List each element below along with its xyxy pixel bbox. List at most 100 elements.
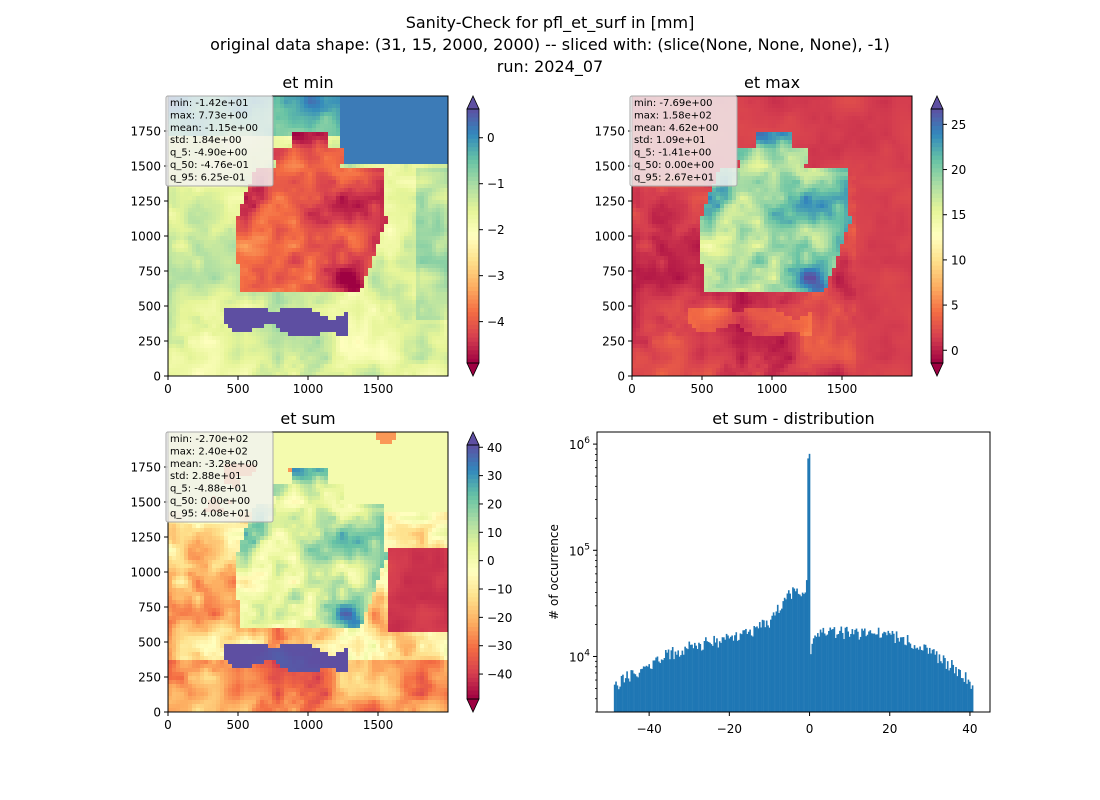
map-pixel (428, 312, 433, 317)
map-pixel (364, 212, 369, 217)
map-pixel (320, 336, 325, 341)
map-pixel (320, 308, 325, 313)
map-pixel (408, 100, 413, 105)
map-pixel (312, 372, 317, 376)
map-pixel (248, 260, 253, 265)
colorbar-segment (467, 168, 479, 173)
map-pixel (280, 176, 285, 181)
map-pixel (204, 248, 209, 253)
map-pixel (176, 300, 181, 305)
map-pixel (392, 340, 397, 345)
map-pixel (280, 280, 285, 285)
map-pixel (404, 212, 409, 217)
map-pixel (396, 280, 401, 285)
map-pixel (288, 188, 293, 193)
map-pixel (376, 252, 381, 257)
map-pixel (260, 296, 265, 301)
map-pixel (248, 328, 253, 333)
map-pixel (376, 348, 381, 353)
map-pixel (176, 340, 181, 345)
map-pixel (388, 124, 393, 129)
map-pixel (300, 360, 305, 365)
map-pixel (224, 336, 229, 341)
map-pixel (312, 216, 317, 221)
map-pixel (408, 268, 413, 273)
map-pixel (328, 108, 333, 113)
map-pixel (408, 104, 413, 109)
map-pixel (212, 188, 217, 193)
map-pixel (372, 332, 377, 337)
map-pixel (200, 244, 205, 249)
map-pixel (344, 168, 349, 173)
map-pixel (404, 136, 409, 141)
map-pixel (340, 248, 345, 253)
map-pixel (328, 148, 333, 153)
map-pixel (324, 196, 329, 201)
map-pixel (400, 260, 405, 265)
map-pixel (224, 256, 229, 261)
map-pixel (276, 104, 281, 109)
map-pixel (272, 200, 277, 205)
map-pixel (204, 216, 209, 221)
map-pixel (344, 332, 349, 337)
map-pixel (180, 260, 185, 265)
map-pixel (404, 96, 409, 101)
map-pixel (320, 132, 325, 137)
map-pixel (236, 324, 241, 329)
map-pixel (416, 208, 421, 213)
map-pixel (352, 352, 357, 357)
map-pixel (288, 172, 293, 177)
map-pixel (444, 224, 448, 229)
map-pixel (260, 292, 265, 297)
map-pixel (172, 236, 177, 241)
map-pixel (296, 96, 301, 101)
map-pixel (336, 260, 341, 265)
map-pixel (312, 308, 317, 313)
map-pixel (368, 172, 373, 177)
map-pixel (284, 244, 289, 249)
map-pixel (380, 292, 385, 297)
map-pixel (184, 300, 189, 305)
map-pixel (216, 236, 221, 241)
map-pixel (436, 368, 441, 373)
map-pixel (236, 372, 241, 376)
map-pixel (292, 176, 297, 181)
map-pixel (256, 284, 261, 289)
map-pixel (384, 232, 389, 237)
map-pixel (216, 316, 221, 321)
colorbar-segment (467, 252, 479, 258)
map-pixel (392, 232, 397, 237)
map-pixel (380, 340, 385, 345)
map-pixel (416, 244, 421, 249)
map-pixel (308, 312, 313, 317)
map-pixel (424, 140, 429, 145)
map-pixel (300, 180, 305, 185)
map-pixel (332, 296, 337, 301)
map-pixel (200, 312, 205, 317)
map-pixel (256, 296, 261, 301)
map-pixel (288, 100, 293, 105)
colorbar-segment (467, 214, 479, 220)
map-pixel (284, 100, 289, 105)
map-pixel (264, 320, 269, 325)
map-pixel (356, 360, 361, 365)
map-pixel (252, 200, 257, 205)
map-pixel (296, 248, 301, 253)
map-pixel (440, 304, 445, 309)
map-pixel (420, 224, 425, 229)
map-pixel (404, 144, 409, 149)
map-pixel (184, 276, 189, 281)
map-pixel (412, 360, 417, 365)
map-pixel (436, 224, 441, 229)
map-pixel (196, 244, 201, 249)
map-pixel (352, 356, 357, 361)
map-pixel (352, 360, 357, 365)
map-pixel (428, 120, 433, 125)
map-pixel (196, 296, 201, 301)
map-pixel (328, 124, 333, 129)
map-pixel (212, 204, 217, 209)
map-pixel (252, 352, 257, 357)
map-pixel (396, 292, 401, 297)
map-pixel (368, 168, 373, 173)
map-pixel (292, 336, 297, 341)
